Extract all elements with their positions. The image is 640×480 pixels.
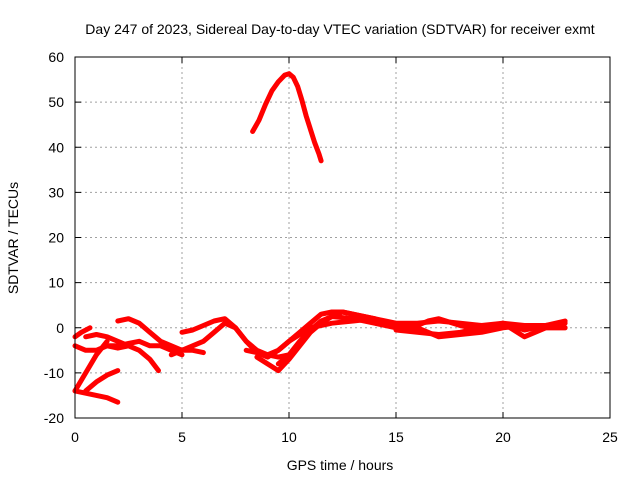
y-tick-label: 30 [48, 184, 64, 200]
y-tick-label: -20 [44, 410, 64, 426]
x-tick-label: 25 [602, 429, 618, 445]
data-series-group [72, 71, 568, 405]
x-tick-label: 5 [178, 429, 186, 445]
series-track-1 [72, 325, 93, 340]
y-tick-label: 20 [48, 230, 64, 246]
x-tick-label: 10 [281, 429, 297, 445]
y-tick-label: 40 [48, 139, 64, 155]
series-arc-peak [250, 71, 324, 164]
x-axis-label: GPS time / hours [287, 457, 394, 473]
axis-ticks: 0 5 10 15 20 25 -20 -10 0 10 20 30 40 50 60 [44, 49, 618, 445]
y-tick-label: 10 [48, 275, 64, 291]
y-tick-label: 0 [56, 320, 64, 336]
y-tick-label: 60 [48, 49, 64, 65]
chart-title: Day 247 of 2023, Sidereal Day-to-day VTE… [85, 21, 594, 37]
series-track-4 [83, 368, 121, 394]
x-tick-label: 0 [71, 429, 79, 445]
series-track-2 [72, 388, 121, 405]
series-track-8 [115, 316, 206, 356]
series-track-14 [393, 320, 568, 340]
y-tick-label: 50 [48, 94, 64, 110]
x-tick-label: 15 [388, 429, 404, 445]
y-tick-label: -10 [44, 365, 64, 381]
x-tick-label: 20 [495, 429, 511, 445]
series-track-7 [104, 338, 185, 358]
y-axis-label: SDTVAR / TECUs [5, 182, 21, 294]
